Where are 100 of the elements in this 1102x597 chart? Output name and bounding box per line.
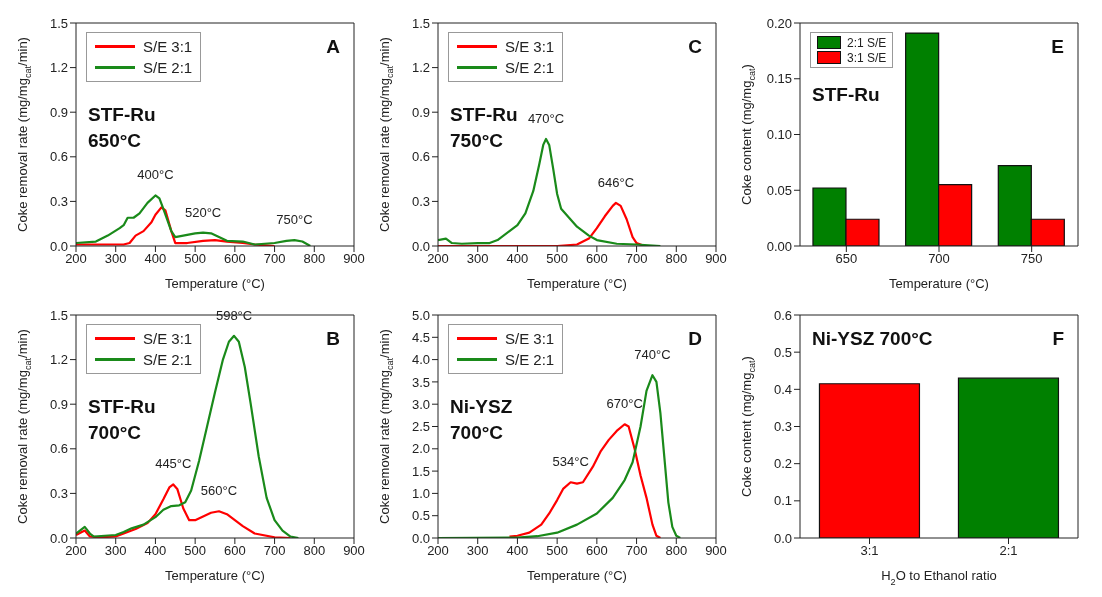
- x-tick-label: 2:1: [999, 543, 1018, 559]
- annotation: D: [688, 328, 702, 350]
- x-tick-label: 300: [104, 543, 127, 559]
- legend-label: 3:1 S/E: [847, 50, 887, 65]
- x-tick-label: 900: [705, 251, 727, 267]
- x-tick-label: 500: [546, 251, 568, 267]
- legend-label: S/E 3:1: [505, 330, 555, 347]
- line-series: [76, 194, 312, 246]
- x-tick-label: 700: [928, 251, 950, 267]
- y-tick-label: 0.6: [49, 149, 68, 165]
- annotation: 445°C: [155, 456, 192, 472]
- annotation: STF-Ru 750°C: [450, 103, 518, 153]
- annotation: Ni-YSZ 700°C: [812, 327, 933, 351]
- x-tick-label: 500: [546, 543, 568, 559]
- x-tick-label: 300: [104, 251, 127, 267]
- annotation: E: [1051, 36, 1064, 58]
- x-tick-label: 200: [65, 543, 87, 559]
- annotation: 646°C: [597, 174, 635, 190]
- legend-label: S/E 2:1: [505, 351, 555, 368]
- x-axis-title: Temperature (°C): [165, 568, 265, 583]
- x-tick-label: 200: [427, 543, 449, 559]
- y-tick-label: 0.0: [411, 530, 430, 546]
- annotation: 534°C: [552, 454, 589, 470]
- annotation: F: [1052, 328, 1064, 350]
- x-tick-label: 800: [665, 251, 688, 267]
- annotation: 598°C: [215, 307, 253, 323]
- y-tick-label: 4.0: [411, 352, 430, 368]
- x-tick-label: 700: [625, 543, 648, 559]
- annotation: 520°C: [184, 204, 222, 220]
- y-tick-label: 0.20: [766, 15, 792, 31]
- legend-label: S/E 3:1: [143, 38, 193, 55]
- annotation: 400°C: [137, 167, 174, 183]
- y-tick-label: 0.9: [411, 104, 430, 120]
- y-tick-label: 3.0: [411, 396, 430, 412]
- y-tick-label: 0.6: [411, 149, 430, 165]
- legend-label: S/E 3:1: [505, 38, 555, 55]
- y-tick-label: 1.2: [411, 60, 430, 76]
- x-tick-label: 750: [1020, 251, 1043, 267]
- annotation: STF-Ru: [812, 83, 880, 107]
- y-tick-label: 0.3: [773, 419, 792, 435]
- y-tick-label: 1.5: [411, 463, 430, 479]
- legend-label: S/E 2:1: [505, 59, 555, 76]
- legend-label: S/E 3:1: [143, 330, 193, 347]
- x-tick-label: 900: [343, 251, 365, 267]
- y-tick-label: 0.6: [49, 441, 68, 457]
- x-tick-label: 700: [263, 251, 286, 267]
- annotation: C: [688, 36, 702, 58]
- y-tick-label: 0.4: [773, 381, 792, 397]
- x-tick-label: 600: [586, 251, 608, 267]
- y-tick-label: 0.9: [49, 104, 68, 120]
- x-tick-label: 400: [506, 251, 529, 267]
- y-tick-label: 0.00: [766, 238, 792, 254]
- y-tick-label: 1.5: [49, 307, 68, 323]
- y-tick-label: 0.0: [411, 238, 430, 254]
- y-tick-label: 5.0: [411, 307, 430, 323]
- y-tick-label: 0.0: [773, 530, 792, 546]
- annotation: Ni-YSZ 700°C: [450, 395, 513, 445]
- x-tick-label: 500: [184, 251, 206, 267]
- annotation: STF-Ru 650°C: [88, 103, 156, 153]
- annotation: STF-Ru 700°C: [88, 395, 156, 445]
- y-tick-label: 0.3: [49, 194, 68, 210]
- y-tick-label: 0.1: [773, 493, 792, 509]
- x-tick-label: 500: [184, 543, 206, 559]
- x-axis-title: Temperature (°C): [527, 568, 627, 583]
- x-tick-label: 800: [303, 543, 326, 559]
- y-tick-label: 2.0: [411, 441, 430, 457]
- y-tick-label: 1.5: [411, 15, 430, 31]
- x-tick-label: 300: [466, 543, 489, 559]
- line-series: [508, 423, 662, 538]
- x-tick-label: 3:1: [860, 543, 879, 559]
- y-tick-label: 0.10: [766, 127, 792, 143]
- x-tick-label: 800: [665, 543, 688, 559]
- annotation: 670°C: [606, 396, 643, 412]
- x-tick-label: 200: [65, 251, 87, 267]
- x-axis-title: Temperature (°C): [527, 276, 627, 291]
- y-tick-label: 4.5: [411, 329, 430, 345]
- x-tick-label: 900: [705, 543, 727, 559]
- x-tick-label: 400: [144, 251, 167, 267]
- legend-label: S/E 2:1: [143, 59, 193, 76]
- y-tick-label: 1.2: [49, 352, 68, 368]
- x-tick-label: 700: [625, 251, 648, 267]
- annotation: B: [326, 328, 340, 350]
- x-tick-label: 600: [586, 543, 608, 559]
- x-axis-title: Temperature (°C): [889, 276, 989, 291]
- annotation: 470°C: [527, 110, 565, 126]
- y-tick-label: 0.0: [49, 530, 68, 546]
- y-tick-label: 0.15: [766, 71, 792, 87]
- y-tick-label: 0.3: [49, 486, 68, 502]
- annotation: A: [326, 36, 340, 58]
- x-axis-title: H$_{2}$O to Ethanol ratio: [881, 568, 997, 587]
- x-tick-label: 900: [343, 543, 365, 559]
- x-tick-label: 400: [506, 543, 529, 559]
- legend-label: 2:1 S/E: [847, 35, 887, 50]
- x-tick-label: 400: [144, 543, 167, 559]
- y-tick-label: 0.05: [766, 182, 792, 198]
- y-tick-label: 1.2: [49, 60, 68, 76]
- y-tick-label: 1.5: [49, 15, 68, 31]
- y-tick-label: 0.6: [773, 307, 792, 323]
- x-tick-label: 700: [263, 543, 286, 559]
- y-tick-label: 0.0: [49, 238, 68, 254]
